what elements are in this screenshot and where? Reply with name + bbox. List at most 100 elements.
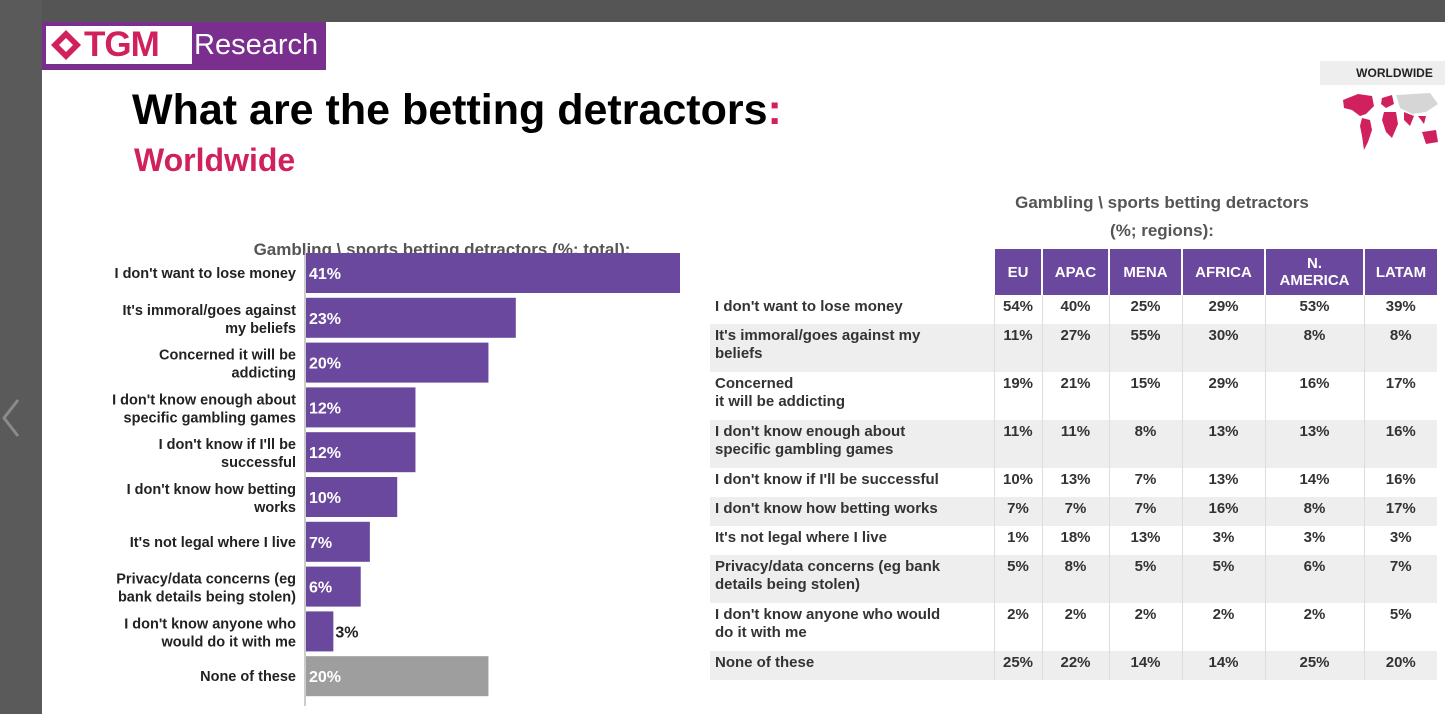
category-label-line: Privacy/data concerns (eg bbox=[116, 572, 296, 588]
column-header: APAC bbox=[1041, 249, 1109, 295]
row-label: None of these bbox=[710, 651, 994, 680]
table-cell: 7% bbox=[1363, 555, 1437, 603]
table-cell: 11% bbox=[1041, 420, 1109, 468]
table-cell: 22% bbox=[1041, 651, 1109, 680]
table-cell: 16% bbox=[1363, 420, 1437, 468]
category-label: I don't know anyone who would do it with … bbox=[124, 616, 296, 650]
bar bbox=[306, 342, 489, 383]
chevron-left-icon[interactable] bbox=[0, 398, 24, 438]
bar bbox=[306, 611, 334, 652]
category-label-line: I don't know enough about bbox=[112, 392, 296, 408]
table-cell: 25% bbox=[1264, 651, 1364, 680]
table-row: It's not legal where I live 1% 18% 13% 3% 3% 3… bbox=[710, 526, 1437, 555]
row-label: I don't know anyone who would do it with … bbox=[710, 603, 994, 651]
row-label-line: None of these bbox=[715, 654, 815, 671]
category-label: Privacy/data concerns (eg bank details be… bbox=[116, 572, 296, 606]
bar bbox=[306, 297, 516, 338]
bar-value-label: 3% bbox=[335, 624, 358, 641]
table-cell: 3% bbox=[1181, 526, 1265, 555]
bar bbox=[306, 656, 489, 697]
table-cell: 7% bbox=[1108, 468, 1182, 497]
header-empty-cell bbox=[710, 249, 994, 295]
table-row: I don't know how betting works 7% 7% 7% 16% 8… bbox=[710, 497, 1437, 526]
column-header-line: MENA bbox=[1123, 263, 1168, 281]
table-cell: 13% bbox=[1041, 468, 1109, 497]
column-header: EU bbox=[993, 249, 1042, 295]
category-label: It's immoral/goes against my beliefs bbox=[123, 303, 297, 337]
table-cell: 2% bbox=[1181, 603, 1265, 651]
table-header-row: EU APAC MENA AFRICA N. AMERICA LATAM bbox=[710, 249, 1437, 295]
table-cell: 2% bbox=[1264, 603, 1364, 651]
table-cell: 39% bbox=[1363, 295, 1437, 324]
table-cell: 25% bbox=[993, 651, 1042, 680]
viewer-side-panel bbox=[0, 0, 42, 714]
table-cell: 29% bbox=[1181, 295, 1265, 324]
table-cell: 18% bbox=[1041, 526, 1109, 555]
bar bbox=[306, 432, 416, 473]
bar-value-label: 6% bbox=[309, 580, 332, 597]
bar bbox=[306, 566, 361, 607]
table-cell: 29% bbox=[1181, 372, 1265, 420]
table-title-line: (%; regions): bbox=[1110, 221, 1214, 240]
table-title-line: Gambling \ sports betting detractors bbox=[1015, 193, 1309, 212]
bar bbox=[306, 387, 416, 428]
category-label-line: It's not legal where I live bbox=[130, 535, 296, 551]
table-cell: 1% bbox=[993, 526, 1042, 555]
page-subtitle: Worldwide bbox=[134, 142, 296, 178]
table-title: Gambling \ sports betting detractors (%; … bbox=[972, 189, 1352, 245]
table-cell: 13% bbox=[1181, 468, 1265, 497]
table-cell: 10% bbox=[993, 468, 1042, 497]
row-label: I don't want to lose money bbox=[710, 295, 994, 324]
category-label-line: bank details being stolen) bbox=[118, 590, 296, 606]
row-label-line: It's immoral/goes against my bbox=[715, 327, 921, 344]
logo-tgm-text: TGM bbox=[84, 25, 160, 64]
row-label: I don't know if I'll be successful bbox=[710, 468, 994, 497]
column-header: N. AMERICA bbox=[1264, 249, 1364, 295]
bar-value-label: 20% bbox=[309, 669, 341, 686]
row-label-line: I don't know enough about bbox=[715, 423, 906, 440]
column-header-line: N. bbox=[1307, 255, 1322, 272]
category-label-line: I don't know anyone who bbox=[124, 616, 296, 632]
category-label: I don't know how betting works bbox=[127, 482, 296, 516]
table-cell: 13% bbox=[1264, 420, 1364, 468]
table-cell: 13% bbox=[1108, 526, 1182, 555]
category-label: I don't want to lose money bbox=[115, 266, 296, 282]
table-row: Privacy/data concerns (eg bank details be… bbox=[710, 555, 1437, 603]
worldwide-badge: WORLDWIDE bbox=[1320, 61, 1445, 85]
tgm-research-logo: TGM Research bbox=[42, 22, 326, 70]
title-text: What are the betting detractors bbox=[132, 86, 768, 134]
table-cell: 5% bbox=[1108, 555, 1182, 603]
table-cell: 54% bbox=[993, 295, 1042, 324]
category-label-line: my beliefs bbox=[225, 321, 296, 337]
category-label: None of these bbox=[200, 669, 296, 685]
bar bbox=[306, 521, 370, 562]
table-cell: 40% bbox=[1041, 295, 1109, 324]
column-header: MENA bbox=[1108, 249, 1182, 295]
logo-tgm-box: TGM bbox=[46, 26, 192, 64]
table-cell: 14% bbox=[1108, 651, 1182, 680]
table-body: I don't want to lose money 54% 40% 25% 29% 53… bbox=[710, 295, 1437, 680]
row-label: Privacy/data concerns (eg bank details be… bbox=[710, 555, 994, 603]
row-label-line: I don't know how betting works bbox=[715, 500, 938, 517]
table-cell: 11% bbox=[993, 324, 1042, 372]
bar-value-label: 7% bbox=[309, 535, 332, 552]
table-cell: 25% bbox=[1108, 295, 1182, 324]
row-label: I don't know how betting works bbox=[710, 497, 994, 526]
category-label-line: works bbox=[253, 500, 296, 516]
row-label-line: beliefs bbox=[715, 345, 763, 362]
column-header: LATAM bbox=[1363, 249, 1437, 295]
table-cell: 7% bbox=[1041, 497, 1109, 526]
table-cell: 5% bbox=[1363, 603, 1437, 651]
row-label-line: I don't know anyone who would bbox=[715, 606, 941, 623]
category-label-line: addicting bbox=[232, 366, 296, 382]
table-cell: 16% bbox=[1264, 372, 1364, 420]
table-row: I don't want to lose money 54% 40% 25% 29% 53… bbox=[710, 295, 1437, 324]
table-cell: 7% bbox=[993, 497, 1042, 526]
table-cell: 6% bbox=[1264, 555, 1364, 603]
table-cell: 3% bbox=[1363, 526, 1437, 555]
row-label-line: I don't know if I'll be successful bbox=[715, 471, 939, 488]
table-cell: 21% bbox=[1041, 372, 1109, 420]
page-title: What are the betting detractors: bbox=[132, 84, 782, 136]
row-label-line: it will be addicting bbox=[715, 393, 846, 410]
table-cell: 2% bbox=[993, 603, 1042, 651]
